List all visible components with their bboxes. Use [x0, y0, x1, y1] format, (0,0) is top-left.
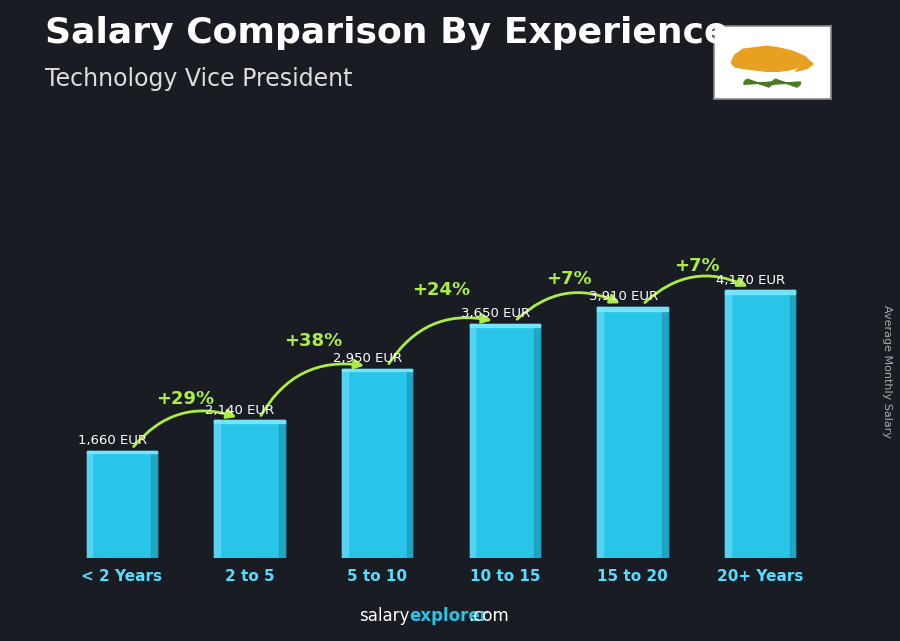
- Text: explorer: explorer: [410, 607, 489, 625]
- Bar: [790, 290, 796, 558]
- Text: .com: .com: [468, 607, 508, 625]
- Bar: [535, 324, 540, 558]
- Text: Technology Vice President: Technology Vice President: [45, 67, 353, 91]
- Text: 2,140 EUR: 2,140 EUR: [205, 404, 274, 417]
- Bar: [598, 307, 603, 558]
- Bar: [279, 420, 284, 558]
- Text: Average Monthly Salary: Average Monthly Salary: [881, 305, 892, 438]
- Text: +7%: +7%: [674, 257, 719, 275]
- Text: 3,650 EUR: 3,650 EUR: [461, 307, 530, 320]
- Bar: [86, 451, 157, 558]
- Bar: [151, 451, 157, 558]
- Bar: [86, 451, 157, 453]
- Bar: [662, 307, 668, 558]
- Bar: [342, 369, 347, 558]
- Text: 2,950 EUR: 2,950 EUR: [333, 352, 402, 365]
- Bar: [342, 369, 412, 558]
- Polygon shape: [731, 46, 814, 71]
- Bar: [725, 290, 796, 558]
- Bar: [214, 420, 220, 558]
- Bar: [725, 290, 796, 294]
- Bar: [598, 307, 668, 311]
- Text: +38%: +38%: [284, 332, 342, 350]
- Text: +7%: +7%: [546, 271, 591, 288]
- Text: 4,170 EUR: 4,170 EUR: [716, 274, 786, 287]
- Text: 3,910 EUR: 3,910 EUR: [589, 290, 658, 303]
- Bar: [598, 307, 668, 558]
- Bar: [470, 324, 540, 327]
- Bar: [342, 369, 412, 371]
- Text: Salary Comparison By Experience: Salary Comparison By Experience: [45, 16, 728, 50]
- Bar: [214, 420, 284, 422]
- Bar: [470, 324, 540, 558]
- Bar: [470, 324, 475, 558]
- Text: +29%: +29%: [157, 390, 214, 408]
- Text: +24%: +24%: [412, 281, 470, 299]
- Text: salary: salary: [359, 607, 410, 625]
- Text: 1,660 EUR: 1,660 EUR: [77, 435, 147, 447]
- Bar: [86, 451, 92, 558]
- Bar: [407, 369, 412, 558]
- Bar: [725, 290, 731, 558]
- Bar: [214, 420, 284, 558]
